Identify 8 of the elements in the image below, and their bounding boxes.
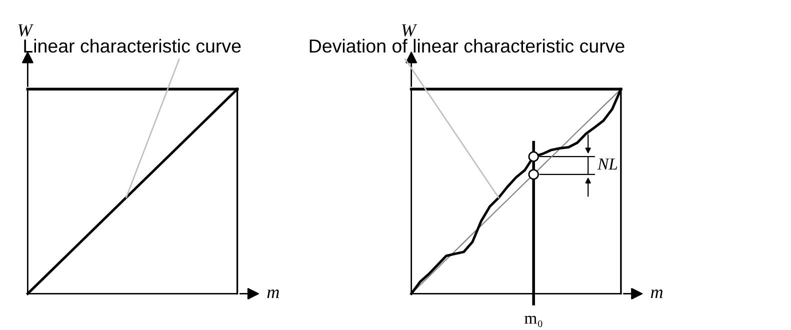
text: Deviation of linear characteristic curve (310, 38, 624, 53)
y-axis-title: W (402, 24, 418, 36)
annotation: NL (597, 158, 618, 170)
text: Linear characteristic curve (24, 38, 241, 53)
y-axis-title: W (18, 24, 34, 36)
x-axis-title: m (267, 290, 279, 298)
text: m₀ (524, 316, 542, 328)
x-axis-title: m (650, 290, 663, 298)
